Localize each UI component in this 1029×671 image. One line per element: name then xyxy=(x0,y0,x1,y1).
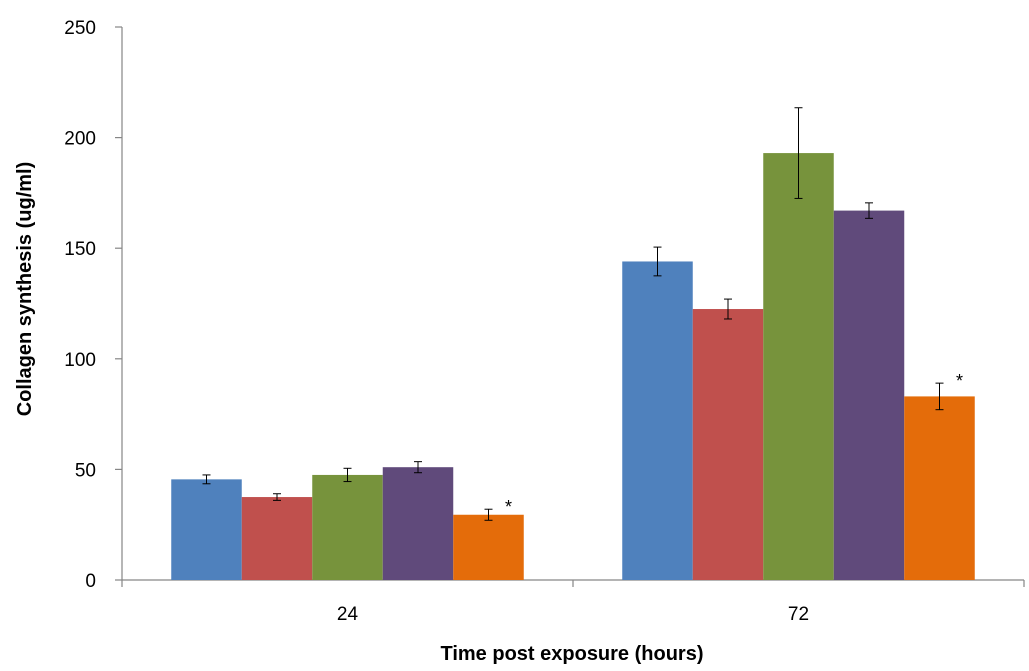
bar xyxy=(312,474,383,580)
plot-area: 0 50 100 150 200 250 24 72 * * xyxy=(64,18,1025,625)
y-tick-label: 0 xyxy=(85,571,96,592)
y-axis-title: Collagen synthesis (ug/ml) xyxy=(14,162,36,416)
bar xyxy=(453,514,524,580)
bar xyxy=(833,210,905,580)
y-tick-label: 50 xyxy=(75,460,96,481)
bar xyxy=(171,479,242,580)
y-tick-label: 150 xyxy=(64,239,96,260)
bar xyxy=(382,467,454,580)
x-axis-title: Time post exposure (hours) xyxy=(440,643,703,665)
y-tick-label: 200 xyxy=(64,129,96,150)
bar xyxy=(622,261,693,580)
significance-marker: * xyxy=(956,371,963,391)
bar xyxy=(763,153,834,581)
x-tick-label: 24 xyxy=(337,604,359,625)
y-tick-label: 250 xyxy=(64,18,96,39)
significance-marker: * xyxy=(505,497,512,517)
bar xyxy=(692,309,764,580)
bar xyxy=(241,497,313,580)
bar xyxy=(904,396,975,580)
y-tick-label: 100 xyxy=(64,350,96,371)
x-tick-label: 72 xyxy=(788,604,809,625)
